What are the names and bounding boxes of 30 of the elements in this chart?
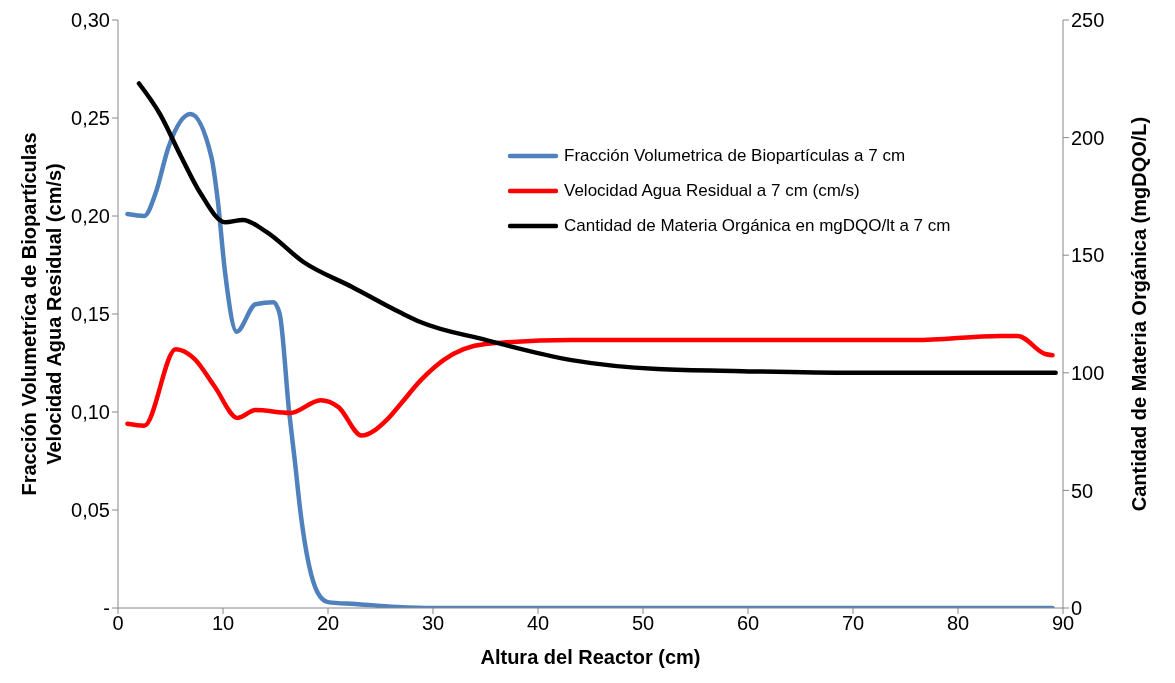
x-tick-label: 40 [526,612,550,635]
line-series [125,111,1055,608]
x-tick-label: 70 [841,612,865,635]
line-series [125,333,1055,438]
y-tick-label: 0,10 [71,401,110,424]
y-axis-title: Fracción Volumetríca de Biopartículas Velocidad Agua Residual (cm/s) [18,132,65,496]
y-tick-label: 0,20 [71,205,110,228]
legend-label: Fracción Volumetrica de Biopartículas a 7 cm [564,145,906,166]
x-tick-label: 60 [736,612,760,635]
y-tick-label: 0,30 [71,9,110,32]
x-tick-label: 50 [631,612,655,635]
y2-tick-label: 250 [1071,9,1105,32]
legend-label: Cantidad de Materia Orgánica en mgDQO/lt a 7 cm [564,215,951,236]
x-axis-title: Altura del Reactor (cm) [480,646,701,668]
y2-tick-label: 200 [1071,126,1105,149]
x-tick-label: 80 [946,612,970,635]
y2-tick-label: 150 [1071,244,1105,267]
y2-tick-label: 50 [1071,479,1094,502]
y-tick-label: 0,05 [71,499,110,522]
x-tick-label: 10 [211,612,235,635]
legend-label: Velocidad Agua Residual a 7 cm (cm/s) [564,180,860,201]
x-tick-label: 20 [316,612,340,635]
y-tick-label: 0,25 [71,107,110,130]
y-tick-label: 0,15 [71,303,110,326]
x-tick-label: 0 [112,612,124,635]
y2-axis-title: Cantidad de Materia Orgánica (mgDQO/L) [1128,116,1150,512]
x-tick-label: 30 [421,612,445,635]
line-series [136,81,1058,376]
y2-tick-label: 100 [1071,361,1105,384]
y-tick-label: - [103,597,110,620]
